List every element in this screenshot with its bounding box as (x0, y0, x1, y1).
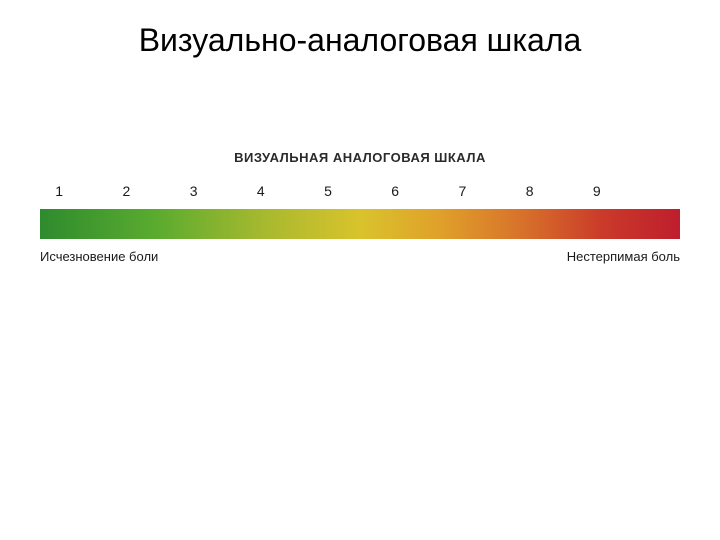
tick-label: 5 (324, 183, 332, 199)
bottom-labels: Исчезновение боли Нестерпимая боль (40, 249, 680, 264)
slide: Визуально-аналоговая шкала ВИЗУАЛЬНАЯ АН… (0, 0, 720, 540)
gradient-bar (40, 209, 680, 239)
chart-subtitle: ВИЗУАЛЬНАЯ АНАЛОГОВАЯ ШКАЛА (40, 150, 680, 165)
tick-label: 8 (526, 183, 534, 199)
vas-chart: ВИЗУАЛЬНАЯ АНАЛОГОВАЯ ШКАЛА 1 2 3 4 5 6 … (40, 150, 680, 264)
tick-label: 3 (190, 183, 198, 199)
right-label: Нестерпимая боль (567, 249, 680, 264)
tick-label: 6 (391, 183, 399, 199)
main-title: Визуально-аналоговая шкала (0, 22, 720, 59)
tick-label: 4 (257, 183, 265, 199)
tick-label: 9 (593, 183, 601, 199)
tick-label: 7 (458, 183, 466, 199)
tick-label: 1 (55, 183, 63, 199)
tick-label: 2 (122, 183, 130, 199)
tick-row: 1 2 3 4 5 6 7 8 9 (40, 183, 680, 205)
left-label: Исчезновение боли (40, 249, 158, 264)
